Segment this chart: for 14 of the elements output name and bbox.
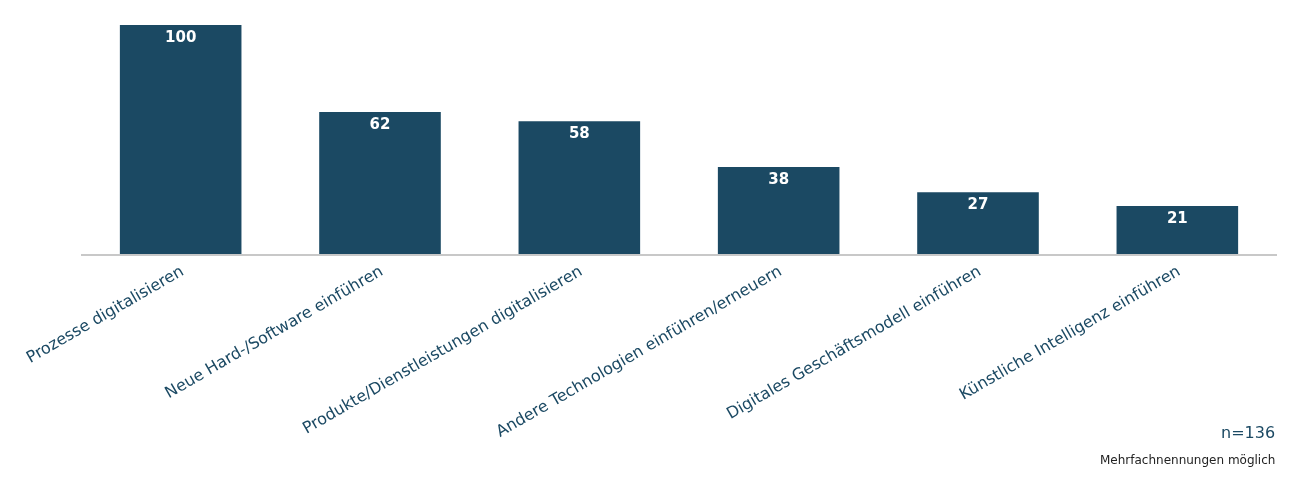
- data-label: 100: [165, 28, 197, 46]
- bar: [717, 166, 840, 254]
- data-label: 38: [768, 169, 790, 188]
- data-label: 27: [967, 195, 989, 214]
- text: n=136: [1221, 423, 1276, 442]
- text: Mehrfachnennungen möglich: [1100, 453, 1276, 467]
- bar: [917, 192, 1039, 254]
- bar: [319, 112, 441, 254]
- bar: [1116, 205, 1239, 254]
- data-label: 21: [1166, 208, 1188, 227]
- data-label: 62: [369, 115, 391, 134]
- data-label: 58: [568, 124, 590, 143]
- bar: [518, 121, 641, 254]
- bar: [119, 25, 242, 254]
